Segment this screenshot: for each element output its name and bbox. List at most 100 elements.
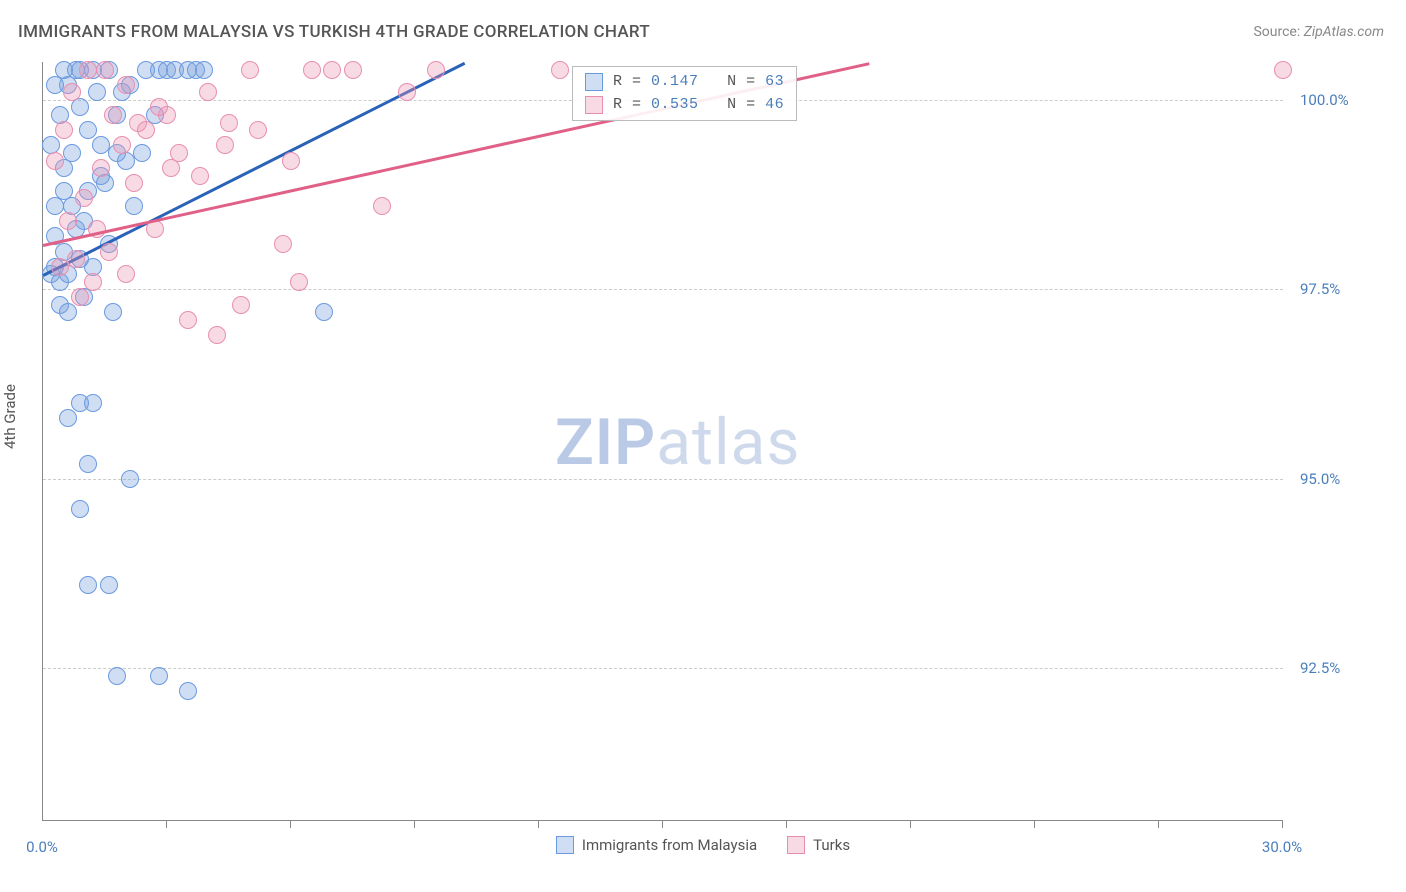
scatter-point	[113, 136, 131, 154]
legend-swatch-2	[787, 836, 805, 854]
x-tick	[1282, 820, 1283, 828]
scatter-point	[104, 106, 122, 124]
x-axis-legend: Immigrants from Malaysia Turks	[0, 836, 1406, 854]
scatter-point	[117, 76, 135, 94]
legend-swatch-series1	[585, 73, 603, 91]
scatter-point	[71, 500, 89, 518]
scatter-point	[125, 174, 143, 192]
scatter-point	[59, 409, 77, 427]
correlation-row-1: R = 0.147 N = 63	[585, 71, 784, 94]
gridline-horizontal	[43, 479, 1283, 480]
chart-container: IMMIGRANTS FROM MALAYSIA VS TURKISH 4TH …	[0, 0, 1406, 892]
scatter-point	[79, 576, 97, 594]
legend-label-1: Immigrants from Malaysia	[582, 836, 757, 854]
scatter-point	[59, 303, 77, 321]
legend-swatch-series2	[585, 96, 603, 114]
scatter-point	[303, 61, 321, 79]
scatter-point	[59, 212, 77, 230]
scatter-point	[220, 114, 238, 132]
scatter-point	[92, 136, 110, 154]
scatter-point	[96, 61, 114, 79]
x-tick-label: 30.0%	[1262, 838, 1302, 856]
x-tick	[290, 820, 291, 828]
scatter-point	[84, 273, 102, 291]
x-tick-label: 0.0%	[26, 838, 58, 856]
scatter-point	[71, 288, 89, 306]
scatter-point	[232, 296, 250, 314]
scatter-point	[137, 61, 155, 79]
scatter-point	[46, 152, 64, 170]
scatter-point	[162, 159, 180, 177]
scatter-point	[1274, 61, 1292, 79]
scatter-point	[195, 61, 213, 79]
legend-item-series1: Immigrants from Malaysia	[556, 836, 757, 854]
scatter-point	[315, 303, 333, 321]
scatter-point	[75, 189, 93, 207]
source-value: ZipAtlas.com	[1304, 24, 1384, 40]
x-tick	[166, 820, 167, 828]
correlation-text-2: R = 0.535 N = 46	[613, 94, 784, 117]
scatter-point	[51, 258, 69, 276]
scatter-point	[199, 83, 217, 101]
scatter-point	[79, 121, 97, 139]
scatter-point	[46, 197, 64, 215]
x-tick	[662, 820, 663, 828]
scatter-point	[129, 114, 147, 132]
scatter-point	[79, 455, 97, 473]
x-tick	[414, 820, 415, 828]
scatter-point	[179, 311, 197, 329]
y-tick-label: 97.5%	[1300, 280, 1340, 298]
x-tick	[786, 820, 787, 828]
scatter-point	[104, 303, 122, 321]
y-axis-label: 4th Grade	[1, 384, 19, 449]
scatter-point	[241, 61, 259, 79]
scatter-point	[117, 265, 135, 283]
scatter-point	[208, 326, 226, 344]
scatter-point	[398, 83, 416, 101]
scatter-point	[323, 61, 341, 79]
source-attribution: Source: ZipAtlas.com	[1253, 24, 1384, 40]
y-tick-label: 95.0%	[1300, 470, 1340, 488]
scatter-point	[71, 98, 89, 116]
scatter-point	[55, 61, 73, 79]
gridline-horizontal	[43, 289, 1283, 290]
legend-item-series2: Turks	[787, 836, 850, 854]
correlation-legend: R = 0.147 N = 63 R = 0.535 N = 46	[572, 66, 797, 121]
scatter-point	[150, 98, 168, 116]
scatter-point	[55, 121, 73, 139]
source-label: Source:	[1253, 24, 1300, 40]
scatter-point	[191, 167, 209, 185]
scatter-point	[427, 61, 445, 79]
scatter-point	[100, 243, 118, 261]
legend-label-2: Turks	[813, 836, 850, 854]
scatter-point	[150, 667, 168, 685]
scatter-point	[290, 273, 308, 291]
scatter-point	[249, 121, 267, 139]
y-tick-label: 100.0%	[1300, 91, 1349, 109]
plot-area	[42, 62, 1283, 821]
x-tick	[538, 820, 539, 828]
scatter-point	[67, 250, 85, 268]
scatter-point	[79, 61, 97, 79]
scatter-point	[179, 682, 197, 700]
scatter-point	[100, 576, 118, 594]
scatter-point	[282, 152, 300, 170]
correlation-row-2: R = 0.535 N = 46	[585, 94, 784, 117]
scatter-point	[121, 470, 139, 488]
scatter-point	[125, 197, 143, 215]
scatter-point	[88, 83, 106, 101]
scatter-point	[551, 61, 569, 79]
legend-swatch-1	[556, 836, 574, 854]
correlation-text-1: R = 0.147 N = 63	[613, 71, 784, 94]
scatter-point	[216, 136, 234, 154]
x-tick	[1158, 820, 1159, 828]
y-tick-label: 92.5%	[1300, 659, 1340, 677]
scatter-point	[373, 197, 391, 215]
scatter-point	[92, 159, 110, 177]
scatter-point	[108, 667, 126, 685]
x-tick	[910, 820, 911, 828]
scatter-point	[274, 235, 292, 253]
scatter-point	[84, 394, 102, 412]
scatter-point	[133, 144, 151, 162]
scatter-point	[344, 61, 362, 79]
